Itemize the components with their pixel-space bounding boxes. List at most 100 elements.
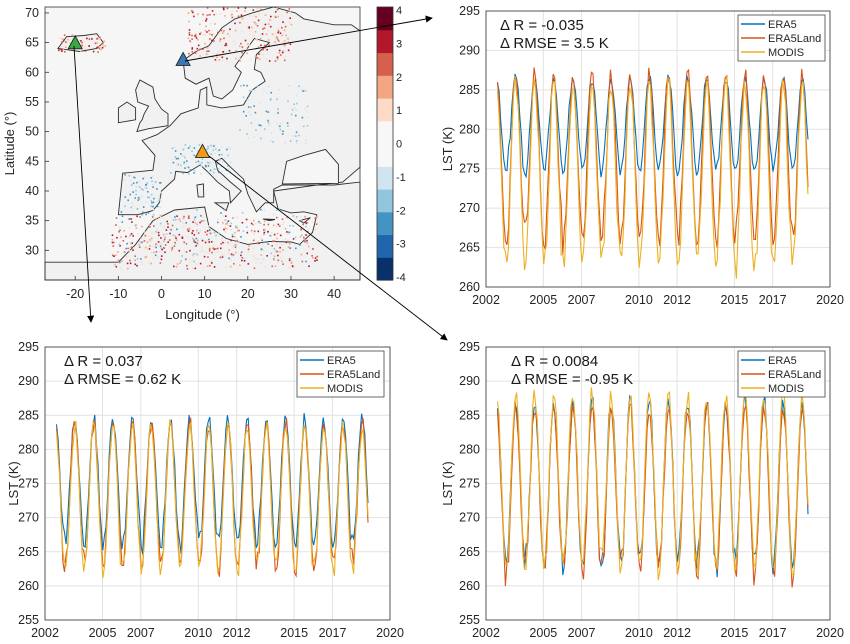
- x-tick-label: 2017: [319, 626, 347, 640]
- anomaly-pixel: [141, 241, 143, 244]
- anomaly-pixel: [140, 261, 143, 263]
- anomaly-pixel: [295, 114, 297, 117]
- anomaly-pixel: [288, 267, 291, 269]
- anomaly-pixel: [306, 105, 309, 108]
- anomaly-pixel: [167, 241, 169, 243]
- anomaly-pixel: [114, 254, 117, 257]
- anomaly-pixel: [166, 233, 169, 235]
- anomaly-pixel: [125, 235, 127, 238]
- anomaly-pixel: [206, 161, 209, 164]
- connector-arrow: [73, 45, 95, 323]
- anomaly-pixel: [220, 146, 223, 149]
- anomaly-pixel: [136, 181, 138, 184]
- anomaly-pixel: [129, 262, 132, 265]
- anomaly-pixel: [194, 241, 197, 244]
- anomaly-pixel: [91, 38, 93, 40]
- anomaly-pixel: [295, 216, 298, 218]
- anomaly-pixel: [139, 241, 142, 243]
- anomaly-pixel: [132, 235, 134, 237]
- anomaly-pixel: [261, 243, 264, 246]
- anomaly-pixel: [174, 156, 177, 158]
- anomaly-pixel: [140, 258, 142, 260]
- anomaly-pixel: [201, 158, 204, 160]
- anomaly-pixel: [113, 263, 115, 266]
- anomaly-pixel: [259, 222, 262, 225]
- anomaly-pixel: [245, 115, 247, 117]
- anomaly-pixel: [277, 30, 280, 32]
- anomaly-pixel: [301, 88, 303, 91]
- anomaly-pixel: [183, 215, 185, 218]
- anomaly-pixel: [223, 8, 225, 11]
- anomaly-pixel: [314, 217, 316, 220]
- anomaly-pixel: [242, 84, 245, 87]
- anomaly-pixel: [221, 170, 223, 173]
- anomaly-pixel: [240, 254, 242, 257]
- anomaly-pixel: [219, 256, 222, 259]
- anomaly-pixel: [272, 141, 274, 143]
- anomaly-pixel: [205, 25, 207, 28]
- anomaly-pixel: [176, 162, 179, 165]
- anomaly-pixel: [233, 263, 235, 265]
- anomaly-pixel: [230, 239, 232, 242]
- anomaly-pixel: [61, 48, 63, 51]
- x-tick-label: 2007: [568, 626, 596, 640]
- anomaly-pixel: [283, 29, 286, 32]
- x-tick-label: 2002: [31, 626, 59, 640]
- anomaly-pixel: [304, 240, 306, 243]
- anomaly-pixel: [287, 37, 289, 40]
- anomaly-pixel: [209, 153, 212, 156]
- anomaly-pixel: [194, 222, 197, 224]
- anomaly-pixel: [160, 255, 163, 257]
- anomaly-pixel: [88, 38, 91, 40]
- anomaly-pixel: [203, 255, 206, 258]
- anomaly-pixel: [236, 225, 239, 228]
- anomaly-pixel: [142, 211, 144, 214]
- anomaly-pixel: [295, 135, 297, 137]
- anomaly-pixel: [155, 251, 158, 253]
- anomaly-pixel: [193, 218, 196, 221]
- anomaly-pixel: [270, 232, 273, 234]
- anomaly-pixel: [263, 46, 266, 49]
- x-tick-label: 2007: [568, 293, 596, 307]
- anomaly-pixel: [147, 191, 149, 193]
- anomaly-pixel: [243, 257, 246, 260]
- anomaly-pixel: [208, 248, 211, 250]
- anomaly-pixel: [196, 253, 199, 256]
- x-tick-label: 2002: [472, 293, 500, 307]
- anomaly-pixel: [256, 38, 258, 41]
- anomaly-pixel: [84, 49, 87, 52]
- anomaly-pixel: [191, 47, 194, 49]
- anomaly-pixel: [262, 249, 265, 252]
- legend-label: MODIS: [327, 383, 363, 395]
- y-tick-label: 265: [459, 545, 480, 559]
- anomaly-pixel: [130, 184, 133, 186]
- anomaly-pixel: [217, 51, 219, 53]
- anomaly-pixel: [130, 246, 133, 249]
- connector-arrow: [184, 15, 433, 62]
- anomaly-pixel: [232, 254, 235, 256]
- anomaly-pixel: [276, 232, 279, 235]
- anomaly-pixel: [184, 144, 187, 146]
- anomaly-pixel: [67, 38, 69, 41]
- anomaly-pixel: [183, 162, 185, 165]
- anomaly-pixel: [262, 28, 264, 30]
- anomaly-pixel: [162, 233, 165, 236]
- anomaly-pixel: [150, 193, 153, 196]
- anomaly-pixel: [291, 108, 294, 111]
- anomaly-pixel: [235, 244, 237, 246]
- x-tick-label: 2017: [759, 626, 787, 640]
- anomaly-pixel: [219, 38, 222, 40]
- anomaly-pixel: [155, 230, 157, 233]
- y-tick-label: 275: [459, 477, 480, 491]
- y-tick-label: 285: [459, 408, 480, 422]
- anomaly-pixel: [104, 45, 107, 47]
- anomaly-pixel: [277, 124, 280, 127]
- anomaly-pixel: [182, 172, 184, 175]
- anomaly-pixel: [168, 239, 171, 241]
- anomaly-pixel: [263, 231, 266, 234]
- x-tick-label: -10: [109, 287, 127, 301]
- anomaly-pixel: [192, 255, 195, 257]
- anomaly-pixel: [119, 245, 121, 247]
- anomaly-pixel: [295, 94, 298, 97]
